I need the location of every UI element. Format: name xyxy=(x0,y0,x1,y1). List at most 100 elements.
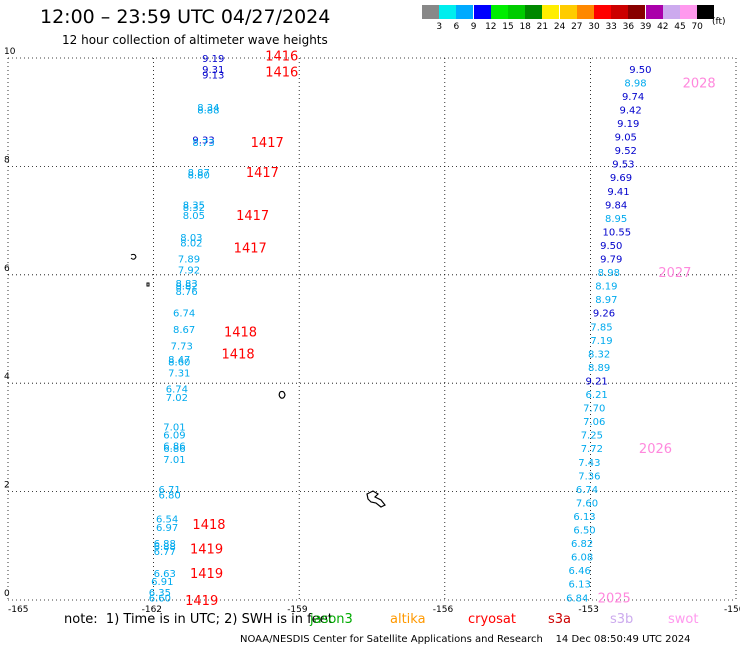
wave-height-label: 6.74 xyxy=(576,485,598,496)
color-scale-swatch xyxy=(576,5,594,19)
wave-height-label: 7.01 xyxy=(163,423,185,434)
x-tick-label: -156 xyxy=(433,605,454,615)
pass-time-label: 1418 xyxy=(222,347,255,362)
wave-height-label: 8.82 xyxy=(175,282,197,293)
wave-height-label: 9.74 xyxy=(622,92,644,103)
wave-height-label: 7.02 xyxy=(166,393,188,404)
color-scale-label: 42 xyxy=(657,22,669,32)
wave-height-label: 8.76 xyxy=(175,287,197,298)
color-scale-label: 27 xyxy=(571,22,583,32)
pass-time-label: 2026 xyxy=(639,442,672,457)
pass-time-label: 1416 xyxy=(265,66,298,81)
wave-height-label: 9.69 xyxy=(610,173,632,184)
pass-time-label: 1417 xyxy=(251,136,284,151)
wave-height-label: 9.52 xyxy=(615,146,637,157)
color-scale-label: 30 xyxy=(588,22,600,32)
wave-height-label: 7.36 xyxy=(578,471,600,482)
satellite-legend-item: s3a xyxy=(548,612,572,627)
color-scale-swatch xyxy=(662,5,680,19)
wave-height-label: 7.92 xyxy=(178,265,200,276)
wave-height-label: 6.97 xyxy=(156,523,178,534)
wave-height-label: 8.60 xyxy=(168,358,190,369)
color-scale-label: 18 xyxy=(519,22,531,32)
color-scale-label: 45 xyxy=(674,22,686,32)
island-outline xyxy=(278,390,286,399)
wave-height-label: 8.02 xyxy=(180,238,202,249)
wave-height-label: 10.55 xyxy=(603,227,632,238)
wave-height-label: 9.42 xyxy=(620,105,642,116)
pass-time-label: 1418 xyxy=(192,518,225,533)
wave-height-label: 9.26 xyxy=(593,309,615,320)
color-scale-label: 33 xyxy=(605,22,617,32)
wave-height-label: 6.71 xyxy=(158,485,180,496)
wave-height-label: 8.35 xyxy=(183,200,205,211)
color-scale-swatch xyxy=(525,5,543,19)
y-tick-label: 8 xyxy=(4,155,10,165)
wave-height-label: 6.13 xyxy=(569,580,591,591)
wave-height-label: 6.09 xyxy=(163,431,185,442)
wave-height-label: 6.86 xyxy=(163,442,185,453)
color-scale-swatch xyxy=(508,5,525,19)
wave-height-label: 6.82 xyxy=(571,539,593,550)
color-scale-swatch xyxy=(611,5,629,19)
color-scale-swatch xyxy=(473,5,491,19)
pass-time-label: 2028 xyxy=(683,76,716,91)
wave-height-label: 6.13 xyxy=(573,512,595,523)
pass-time-label: 1417 xyxy=(236,209,269,224)
color-scale-label: 15 xyxy=(502,22,514,32)
color-scale-swatch xyxy=(490,5,508,19)
footnote-text: note: 1) Time is in UTC; 2) SWH is in fe… xyxy=(64,612,333,627)
wave-height-label: 6.60 xyxy=(149,593,171,604)
wave-height-label: 6.80 xyxy=(158,490,180,501)
satellite-legend-item: cryosat xyxy=(468,612,516,627)
island-outline xyxy=(130,253,137,260)
wave-height-label: 7.70 xyxy=(583,404,605,415)
wave-height-label: 6.08 xyxy=(571,553,593,564)
wave-height-label: 9.19 xyxy=(202,54,224,65)
wave-height-label: 8.47 xyxy=(168,355,190,366)
color-scale-swatch xyxy=(456,5,474,19)
wave-height-label: 6.21 xyxy=(586,390,608,401)
wave-height-label: 9.21 xyxy=(586,376,608,387)
pass-time-label: 2027 xyxy=(658,266,691,281)
wave-height-label: 8.87 xyxy=(188,168,210,179)
wave-height-label: 6.77 xyxy=(154,547,176,558)
wave-height-label: 8.88 xyxy=(197,105,219,116)
wave-height-label: 8.98 xyxy=(624,78,646,89)
wave-height-label: 7.60 xyxy=(576,498,598,509)
color-scale-label: 6 xyxy=(453,22,460,32)
color-scale-swatch xyxy=(559,5,577,19)
wave-height-label: 6.54 xyxy=(156,515,178,526)
wave-height-label: 7.85 xyxy=(590,322,612,333)
wave-height-label: 9.13 xyxy=(202,70,224,81)
wave-height-label: 8.67 xyxy=(173,325,195,336)
wave-height-label: 7.72 xyxy=(581,444,603,455)
wave-height-label: 9.41 xyxy=(607,187,629,198)
color-scale-swatch xyxy=(697,5,715,19)
pass-time-label: 1417 xyxy=(234,242,267,257)
wave-height-label: 6.35 xyxy=(149,588,171,599)
pass-time-label: 1419 xyxy=(185,594,218,609)
y-tick-label: 4 xyxy=(4,372,10,382)
wave-height-label: 9.05 xyxy=(615,133,637,144)
wave-height-label: 6.74 xyxy=(173,309,195,320)
wave-height-label: 6.91 xyxy=(151,577,173,588)
wave-height-label: 6.88 xyxy=(154,539,176,550)
color-scale-label: 39 xyxy=(639,22,652,32)
pass-time-label: 1418 xyxy=(224,326,257,341)
wave-height-label: 8.05 xyxy=(183,211,205,222)
wave-height-label: 6.50 xyxy=(573,526,595,537)
wave-height-label: 7.06 xyxy=(583,417,605,428)
wave-height-label: 9.84 xyxy=(605,200,627,211)
page-title: 12:00 – 23:59 UTC 04/27/2024 xyxy=(40,6,331,28)
satellite-legend-item: s3b xyxy=(610,612,634,627)
pass-time-label: 1419 xyxy=(190,543,223,558)
wave-height-label: 9.50 xyxy=(600,241,622,252)
wave-height-label: 9.33 xyxy=(192,135,214,146)
wave-height-label: 7.19 xyxy=(590,336,612,347)
wave-height-label: 8.97 xyxy=(595,295,617,306)
wave-height-label: 6.46 xyxy=(569,566,591,577)
island-outline xyxy=(366,490,386,508)
wave-height-label: 6.86 xyxy=(163,444,185,455)
